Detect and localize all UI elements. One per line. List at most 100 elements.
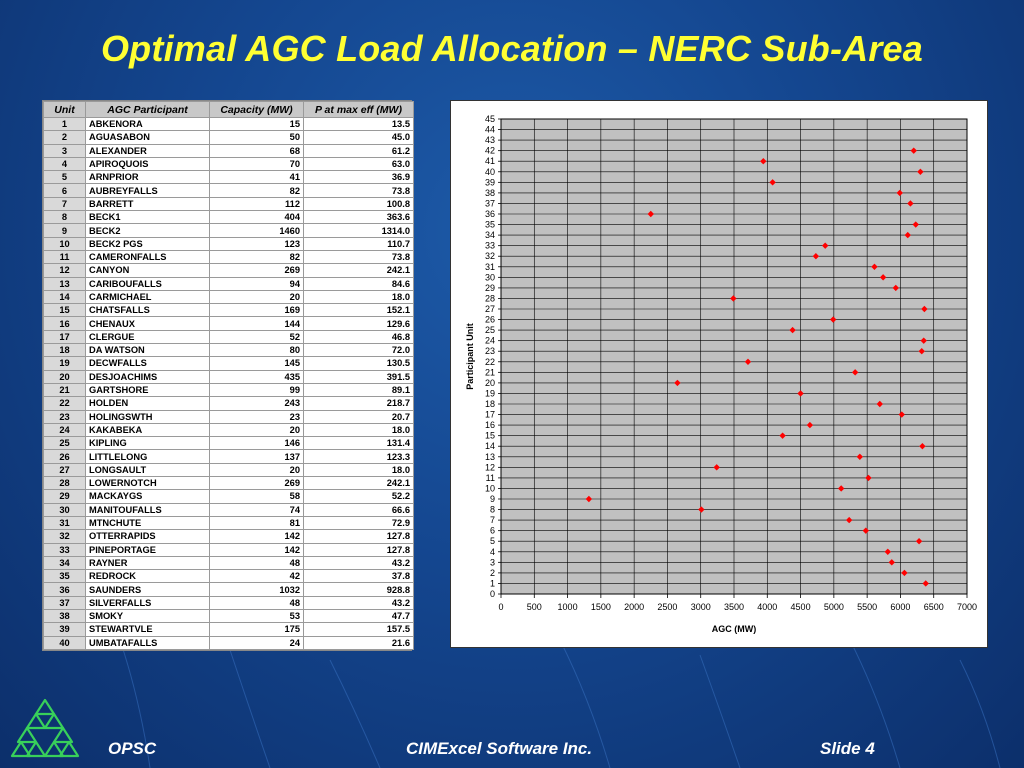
cell-unit: 9 bbox=[43, 223, 86, 238]
header-agc-participant: AGC Participant bbox=[85, 101, 210, 118]
cell-unit: 29 bbox=[43, 489, 86, 504]
opsc-logo-icon bbox=[10, 698, 80, 758]
cell-participant: ABKENORA bbox=[85, 116, 210, 132]
cell-p-max-eff: 242.1 bbox=[303, 476, 414, 491]
cell-capacity: 169 bbox=[209, 303, 304, 318]
x-tick-label: 7000 bbox=[957, 602, 977, 612]
table-row: 35 REDROCK 42 37.8 bbox=[43, 569, 414, 584]
x-tick-label: 2500 bbox=[657, 602, 677, 612]
table-row: 33 PINEPORTAGE 142 127.8 bbox=[43, 542, 414, 557]
x-tick-label: 3500 bbox=[724, 602, 744, 612]
cell-p-max-eff: 391.5 bbox=[303, 369, 414, 384]
cell-unit: 31 bbox=[43, 515, 86, 531]
cell-capacity: 137 bbox=[209, 449, 304, 464]
cell-p-max-eff: 100.8 bbox=[303, 196, 414, 212]
x-tick-label: 0 bbox=[498, 602, 503, 612]
y-axis-title: Participant Unit bbox=[465, 323, 475, 390]
cell-participant: REDROCK bbox=[85, 569, 210, 584]
cell-capacity: 23 bbox=[209, 409, 304, 424]
table-row: 34 RAYNER 48 43.2 bbox=[43, 555, 414, 571]
y-tick-label: 12 bbox=[485, 462, 495, 472]
cell-participant: MANITOUFALLS bbox=[85, 502, 210, 517]
y-tick-label: 8 bbox=[490, 505, 495, 515]
cell-p-max-eff: 131.4 bbox=[303, 436, 414, 451]
y-tick-label: 30 bbox=[485, 272, 495, 282]
cell-participant: DESJOACHIMS bbox=[85, 369, 210, 384]
cell-participant: DECWFALLS bbox=[85, 356, 210, 371]
cell-unit: 12 bbox=[43, 263, 86, 278]
cell-p-max-eff: 152.1 bbox=[303, 303, 414, 318]
table-row: 9 BECK2 1460 1314.0 bbox=[43, 223, 414, 238]
cell-p-max-eff: 84.6 bbox=[303, 276, 414, 291]
cell-capacity: 94 bbox=[209, 276, 304, 291]
cell-unit: 13 bbox=[43, 276, 86, 291]
cell-unit: 20 bbox=[43, 369, 86, 384]
cell-p-max-eff: 37.8 bbox=[303, 569, 414, 584]
cell-capacity: 58 bbox=[209, 489, 304, 504]
data-point bbox=[907, 200, 914, 207]
cell-unit: 6 bbox=[43, 183, 86, 198]
cell-participant: LONGSAULT bbox=[85, 462, 210, 478]
data-point bbox=[921, 305, 928, 313]
cell-capacity: 80 bbox=[209, 343, 304, 358]
cell-capacity: 269 bbox=[209, 476, 304, 491]
cell-unit: 3 bbox=[43, 143, 86, 158]
data-point bbox=[888, 559, 895, 566]
cell-capacity: 42 bbox=[209, 569, 304, 584]
y-tick-label: 38 bbox=[485, 188, 495, 198]
cell-p-max-eff: 73.8 bbox=[303, 183, 414, 198]
cell-p-max-eff: 46.8 bbox=[303, 329, 414, 345]
cell-participant: CANYON bbox=[85, 263, 210, 278]
cell-unit: 39 bbox=[43, 622, 86, 637]
cell-unit: 15 bbox=[43, 303, 86, 318]
cell-unit: 36 bbox=[43, 582, 86, 597]
cell-p-max-eff: 63.0 bbox=[303, 156, 414, 172]
cell-participant: MACKAYGS bbox=[85, 489, 210, 504]
y-tick-label: 0 bbox=[490, 589, 495, 599]
cell-capacity: 74 bbox=[209, 502, 304, 517]
cell-p-max-eff: 18.0 bbox=[303, 422, 414, 438]
cell-capacity: 70 bbox=[209, 156, 304, 172]
cell-capacity: 20 bbox=[209, 422, 304, 438]
y-tick-label: 33 bbox=[485, 241, 495, 251]
cell-capacity: 243 bbox=[209, 396, 304, 411]
table-row: 3 ALEXANDER 68 61.2 bbox=[43, 143, 414, 158]
x-tick-label: 4500 bbox=[791, 602, 811, 612]
data-point bbox=[901, 569, 908, 577]
data-point bbox=[918, 348, 925, 355]
cell-unit: 7 bbox=[43, 196, 86, 212]
cell-unit: 26 bbox=[43, 449, 86, 464]
cell-participant: BECK1 bbox=[85, 210, 210, 225]
y-tick-label: 1 bbox=[490, 578, 495, 588]
y-tick-label: 3 bbox=[490, 557, 495, 567]
cell-capacity: 82 bbox=[209, 249, 304, 265]
y-tick-label: 41 bbox=[485, 156, 495, 166]
y-tick-label: 36 bbox=[485, 209, 495, 219]
x-tick-label: 1500 bbox=[591, 602, 611, 612]
x-axis-title: AGC (MW) bbox=[712, 624, 757, 634]
y-tick-label: 2 bbox=[490, 568, 495, 578]
header-p-max-eff: P at max eff (MW) bbox=[303, 101, 414, 118]
y-tick-label: 28 bbox=[485, 293, 495, 303]
x-tick-label: 4000 bbox=[757, 602, 777, 612]
table-row: 14 CARMICHAEL 20 18.0 bbox=[43, 289, 414, 305]
data-point bbox=[845, 516, 853, 524]
cell-participant: APIROQUOIS bbox=[85, 156, 210, 172]
cell-capacity: 123 bbox=[209, 236, 304, 251]
y-tick-label: 27 bbox=[485, 304, 495, 314]
table-row: 37 SILVERFALLS 48 43.2 bbox=[43, 595, 414, 610]
cell-unit: 19 bbox=[43, 356, 86, 371]
y-tick-label: 23 bbox=[485, 346, 495, 356]
data-point bbox=[713, 464, 720, 471]
cell-unit: 32 bbox=[43, 529, 86, 544]
cell-capacity: 24 bbox=[209, 635, 304, 650]
cell-participant: HOLDEN bbox=[85, 396, 210, 411]
table-row: 18 DA WATSON 80 72.0 bbox=[43, 343, 414, 358]
cell-capacity: 20 bbox=[209, 462, 304, 478]
cell-capacity: 50 bbox=[209, 130, 304, 145]
cell-unit: 17 bbox=[43, 329, 86, 345]
y-tick-label: 29 bbox=[485, 283, 495, 293]
cell-unit: 34 bbox=[43, 555, 86, 571]
cell-participant: GARTSHORE bbox=[85, 382, 210, 398]
y-tick-label: 4 bbox=[490, 547, 495, 557]
